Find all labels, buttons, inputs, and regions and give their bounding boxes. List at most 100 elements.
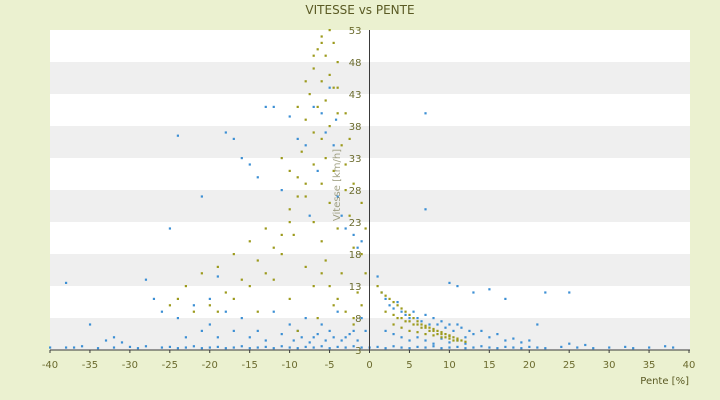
data-point-blue bbox=[264, 339, 267, 342]
data-point-olive bbox=[428, 329, 431, 332]
data-point-blue bbox=[176, 347, 179, 350]
data-point-blue bbox=[248, 163, 251, 166]
data-point-olive bbox=[416, 331, 419, 334]
data-point-olive bbox=[408, 313, 411, 316]
data-point-blue bbox=[440, 320, 443, 323]
data-point-blue bbox=[648, 346, 651, 349]
data-point-olive bbox=[324, 54, 327, 57]
data-point-blue bbox=[248, 336, 251, 339]
data-point-blue bbox=[576, 346, 579, 349]
data-point-olive bbox=[448, 337, 451, 340]
x-tick-label: 35 bbox=[643, 360, 656, 371]
data-point-olive bbox=[400, 326, 403, 329]
data-point-blue bbox=[184, 346, 187, 349]
data-point-blue bbox=[568, 291, 571, 294]
data-point-blue bbox=[320, 345, 323, 348]
data-point-blue bbox=[364, 329, 367, 332]
data-point-olive bbox=[312, 221, 315, 224]
data-point-blue bbox=[264, 105, 267, 108]
data-point-olive bbox=[208, 304, 211, 307]
y-tick-label: 28 bbox=[349, 186, 362, 197]
data-point-blue bbox=[224, 131, 227, 134]
data-point-blue bbox=[72, 346, 76, 349]
data-point-olive bbox=[300, 150, 303, 153]
data-point-olive bbox=[340, 144, 343, 147]
data-point-blue bbox=[64, 346, 68, 349]
data-point-olive bbox=[336, 61, 339, 64]
data-point-blue bbox=[176, 317, 179, 320]
data-point-blue bbox=[428, 323, 431, 326]
data-point-blue bbox=[112, 336, 116, 339]
data-point-olive bbox=[392, 313, 395, 316]
data-point-olive bbox=[256, 259, 259, 262]
data-point-blue bbox=[664, 345, 667, 348]
data-point-blue bbox=[496, 333, 499, 336]
data-point-blue bbox=[280, 189, 283, 192]
data-point-olive bbox=[296, 195, 299, 198]
data-point-olive bbox=[352, 317, 355, 320]
data-point-blue bbox=[504, 345, 507, 348]
data-point-blue bbox=[520, 347, 523, 350]
data-point-olive bbox=[332, 304, 335, 307]
data-point-blue bbox=[632, 347, 635, 350]
data-point-olive bbox=[440, 331, 443, 334]
data-point-olive bbox=[324, 99, 327, 102]
data-point-olive bbox=[408, 320, 411, 323]
data-point-blue bbox=[416, 317, 419, 320]
data-point-olive bbox=[280, 233, 283, 236]
data-point-olive bbox=[304, 118, 307, 121]
data-point-olive bbox=[428, 326, 431, 329]
data-point-blue bbox=[504, 297, 507, 300]
data-point-blue bbox=[232, 346, 235, 349]
data-point-blue bbox=[292, 339, 295, 342]
data-point-olive bbox=[312, 285, 315, 288]
data-point-olive bbox=[304, 195, 307, 198]
data-point-blue bbox=[334, 118, 338, 121]
data-point-olive bbox=[324, 259, 327, 262]
data-point-olive bbox=[184, 285, 187, 288]
data-point-olive bbox=[400, 317, 403, 320]
data-point-blue bbox=[420, 320, 423, 323]
data-point-olive bbox=[392, 323, 395, 326]
data-point-blue bbox=[456, 285, 459, 288]
data-point-blue bbox=[200, 347, 203, 350]
x-tick-label: 20 bbox=[523, 360, 536, 371]
data-point-olive bbox=[292, 233, 295, 236]
data-point-blue bbox=[416, 345, 419, 348]
data-point-blue bbox=[328, 329, 331, 332]
data-point-olive bbox=[296, 329, 299, 332]
data-point-olive bbox=[336, 112, 339, 115]
data-point-olive bbox=[452, 339, 455, 342]
data-point-blue bbox=[388, 304, 391, 307]
data-point-olive bbox=[328, 73, 331, 76]
data-point-olive bbox=[316, 48, 319, 51]
y-tick-label: 43 bbox=[349, 90, 362, 101]
data-point-olive bbox=[316, 105, 319, 108]
data-point-blue bbox=[88, 323, 92, 326]
data-point-olive bbox=[436, 333, 439, 336]
data-point-olive bbox=[264, 272, 267, 275]
data-point-blue bbox=[348, 333, 351, 336]
data-point-blue bbox=[376, 275, 379, 278]
data-point-blue bbox=[168, 227, 172, 230]
data-point-olive bbox=[376, 285, 379, 288]
data-point-blue bbox=[272, 347, 275, 350]
x-tick-label: 25 bbox=[563, 360, 576, 371]
data-point-blue bbox=[452, 329, 455, 332]
data-point-blue bbox=[324, 339, 327, 342]
data-point-blue bbox=[200, 195, 203, 198]
data-point-blue bbox=[340, 214, 343, 217]
data-point-olive bbox=[364, 227, 367, 230]
data-point-olive bbox=[304, 265, 307, 268]
data-point-olive bbox=[424, 333, 427, 336]
data-point-olive bbox=[344, 163, 347, 166]
data-point-olive bbox=[424, 326, 427, 329]
data-point-blue bbox=[472, 346, 475, 349]
data-point-blue bbox=[200, 329, 203, 332]
data-point-blue bbox=[144, 278, 148, 281]
data-point-blue bbox=[336, 195, 339, 198]
data-points bbox=[49, 29, 675, 350]
data-point-blue bbox=[608, 346, 611, 349]
data-point-olive bbox=[352, 246, 355, 249]
x-tick-label: -20 bbox=[202, 360, 218, 371]
